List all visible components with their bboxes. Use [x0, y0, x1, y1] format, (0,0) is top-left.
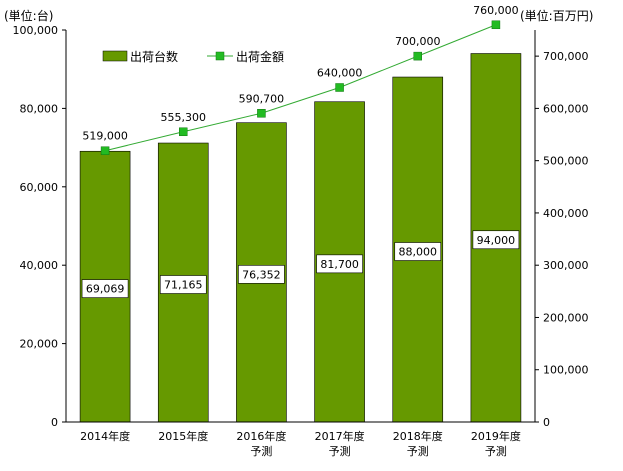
legend: 出荷台数 出荷金額: [102, 49, 284, 64]
line-point: [100, 146, 110, 155]
left-axis-unit: (単位:台): [4, 8, 53, 23]
x-category-label: 2015年度: [158, 429, 208, 443]
bar-data-label: 69,069: [86, 283, 125, 296]
x-category-label: 2019年度: [471, 429, 521, 443]
bar-data-label: 88,000: [399, 246, 438, 259]
legend-bar-swatch: [102, 50, 128, 62]
right-tick-label: 700,000: [543, 50, 589, 63]
x-category-label: 2014年度: [80, 429, 130, 443]
x-category-label: 2016年度: [236, 429, 286, 443]
right-tick-label: 100,000: [543, 364, 589, 377]
line-data-label: 519,000: [82, 130, 128, 143]
bar-label-box: [472, 230, 520, 250]
bar-label-box: [394, 242, 442, 261]
line-data-label: 555,300: [161, 111, 207, 124]
right-tick-label: 0: [543, 416, 550, 429]
bar-label-box: [159, 275, 207, 294]
right-tick-label: 300,000: [543, 259, 589, 272]
x-category-label: 2017年度: [315, 429, 365, 443]
left-tick-label: 40,000: [20, 259, 59, 272]
right-axis-unit: (単位:百万円): [520, 8, 593, 23]
bar-data-label: 76,352: [242, 268, 281, 281]
line-data-label: 700,000: [395, 35, 441, 48]
bar-data-label: 81,700: [320, 258, 359, 271]
bar-data-label: 94,000: [477, 234, 516, 247]
bar-label-box: [238, 265, 285, 284]
legend-line-marker: [215, 51, 225, 61]
right-tick-label: 400,000: [543, 207, 589, 220]
x-category-label: 予測: [250, 444, 272, 458]
right-tick-label: 200,000: [543, 311, 589, 324]
line-point: [257, 109, 266, 118]
line-path: [104, 24, 497, 152]
right-tick-label: 600,000: [543, 102, 589, 115]
bar-label-box: [316, 254, 363, 274]
line-point: [335, 83, 344, 92]
x-category-label: 2018年度: [393, 429, 443, 443]
line-point: [491, 20, 501, 30]
x-category-label: 予測: [407, 444, 429, 458]
line-series: 519,000 555,300 590,700 640,000 700,000 760,0…: [82, 4, 519, 155]
line-point: [179, 127, 188, 137]
line-point: [413, 51, 422, 61]
line-data-label: 640,000: [317, 66, 363, 79]
bar-data-label: 71,165: [164, 279, 203, 292]
legend-line-label: 出荷金額: [236, 49, 284, 64]
left-tick-label: 0: [51, 416, 58, 429]
left-tick-label: 60,000: [20, 181, 59, 194]
line-data-label: 760,000: [473, 4, 519, 17]
axes: 0 20,000 40,000 60,000 80,000 100,000 0 100,000…: [13, 24, 589, 458]
left-tick-label: 80,000: [20, 102, 59, 115]
right-tick-label: 500,000: [543, 155, 589, 168]
x-category-label: 予測: [485, 444, 507, 458]
left-tick-label: 20,000: [20, 338, 59, 351]
line-data-label: 590,700: [239, 92, 285, 105]
bar-series: 69,069 71,165 76,352 81,700 88,000 94,000: [79, 53, 522, 423]
legend-bar-label: 出荷台数: [130, 49, 178, 64]
bar-label-box: [81, 279, 129, 298]
left-tick-label: 100,000: [13, 24, 59, 37]
x-category-label: 予測: [329, 444, 351, 458]
